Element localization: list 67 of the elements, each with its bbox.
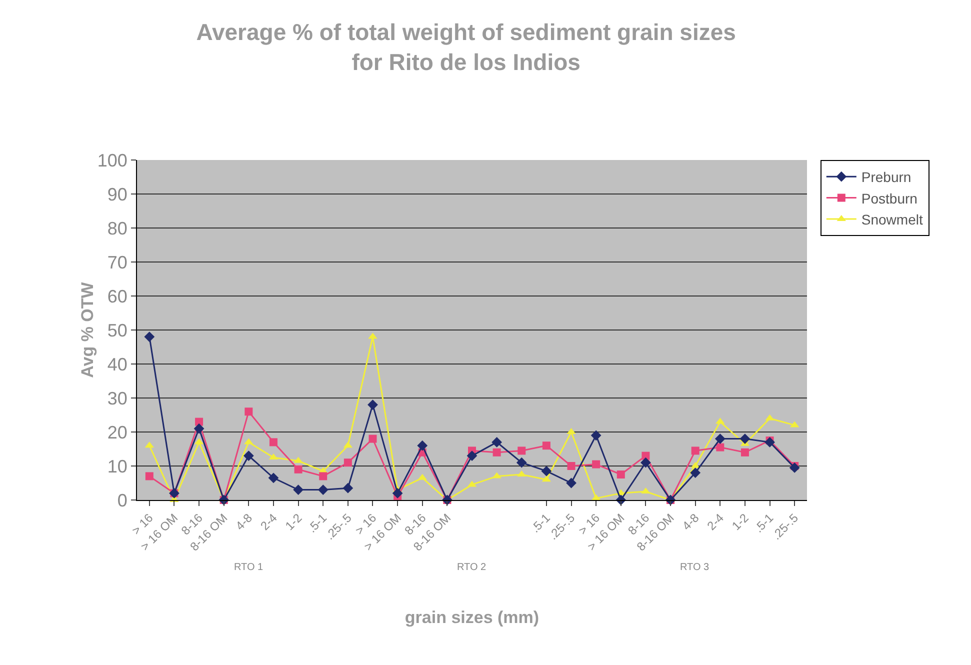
point	[269, 438, 278, 446]
point	[318, 484, 328, 495]
y-tick-label: 80	[107, 218, 128, 238]
x-tick-label: .5-1	[752, 510, 776, 536]
point	[145, 472, 154, 480]
point	[789, 462, 800, 473]
x-tick-label: 4-8	[232, 510, 256, 534]
point	[319, 472, 328, 480]
point	[567, 462, 576, 470]
text: RTO 2	[457, 562, 487, 573]
point	[590, 430, 602, 441]
point	[294, 465, 302, 474]
point	[293, 484, 304, 495]
point	[764, 437, 775, 448]
point	[344, 458, 352, 467]
legend-label: Snowmelt	[861, 211, 923, 228]
x-tick-label: 2-4	[704, 510, 727, 534]
y-tick-label: 20	[107, 422, 128, 442]
point	[518, 446, 526, 455]
y-tick-label: 40	[107, 354, 128, 374]
y-tick-label: 100	[97, 150, 128, 170]
point	[417, 440, 428, 451]
point	[368, 434, 377, 443]
legend-label: Preburn	[861, 169, 912, 186]
point	[691, 446, 700, 455]
point	[640, 457, 651, 468]
point	[268, 472, 279, 484]
point	[616, 470, 625, 478]
legend-label: Postburn	[861, 190, 918, 206]
x-tick-label: 1-2	[282, 510, 305, 534]
y-axis-title: Avg % OTW	[78, 281, 97, 378]
y-tick-label: 60	[107, 286, 128, 306]
y-tick-label: 0	[117, 490, 128, 510]
x-tick-label: 2-4	[258, 510, 280, 534]
x-tick-label: 4-8	[680, 510, 702, 534]
y-tick-label: 10	[107, 456, 128, 476]
point	[194, 423, 204, 434]
point	[642, 452, 650, 460]
x-axis-title: grain sizes (mm)	[404, 608, 540, 628]
x-tick-label: 1-2	[729, 510, 752, 534]
point	[516, 457, 527, 468]
point	[740, 434, 750, 444]
point	[244, 408, 253, 416]
point	[592, 460, 600, 468]
point	[542, 442, 550, 450]
point	[492, 448, 501, 456]
x-tick-label: .5-1	[304, 510, 330, 536]
point	[566, 478, 576, 488]
point	[740, 448, 749, 456]
point	[690, 468, 701, 478]
point	[492, 437, 502, 448]
y-tick-label: 90	[107, 184, 128, 204]
point	[541, 466, 552, 476]
y-tick-label: 50	[107, 320, 128, 340]
point	[714, 434, 726, 444]
point	[144, 332, 155, 342]
point	[392, 488, 403, 498]
y-tick-label: 70	[107, 252, 128, 272]
text: RTO 1	[234, 562, 264, 573]
text: RTO 3	[680, 562, 710, 573]
point	[716, 443, 724, 452]
point	[342, 482, 354, 494]
point	[466, 450, 478, 461]
point	[243, 450, 254, 461]
y-tick-label: 30	[107, 388, 128, 408]
point	[368, 400, 378, 410]
chart-title: Average % of total weight of sediment grain sizes for Rito de los Indios	[196, 18, 736, 75]
